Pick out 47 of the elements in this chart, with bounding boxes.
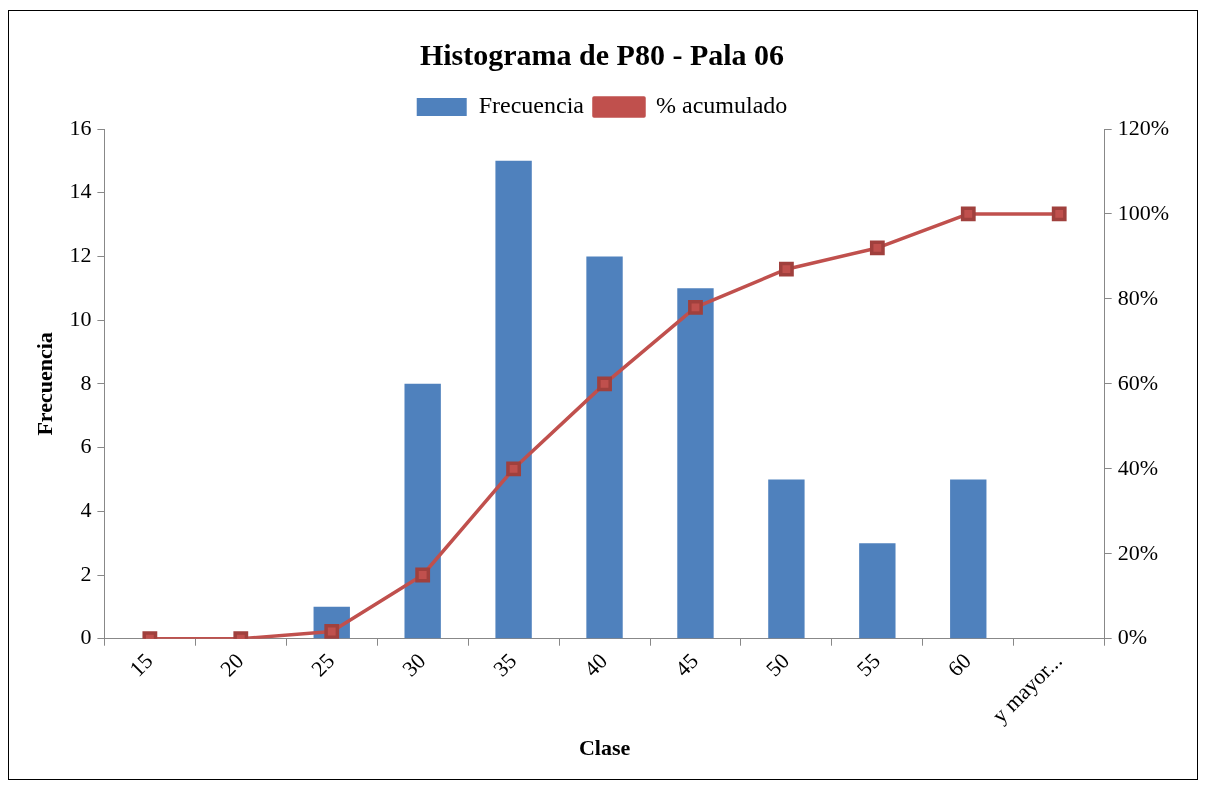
y-tick-label: 10	[69, 305, 92, 331]
point	[869, 240, 885, 256]
bar	[950, 479, 987, 639]
x-tick-label: 25	[306, 647, 340, 682]
point	[688, 299, 703, 315]
y2-tick-label: 0%	[1117, 624, 1147, 650]
y-tick-label: 8	[80, 369, 92, 395]
x-tick-label: 55	[851, 647, 885, 682]
x-axis-title: Clase	[578, 735, 631, 761]
y-tick-label: 12	[69, 242, 92, 268]
x-tick-label: 40	[578, 647, 613, 682]
bar	[677, 288, 714, 639]
y2-tick-label: 60%	[1117, 369, 1158, 395]
point	[1051, 206, 1067, 222]
bar	[495, 160, 532, 639]
x-tick-label: 45	[669, 647, 704, 682]
y-axis-title: Frecuencia	[31, 332, 57, 436]
chart-title: Histograma de P80 - Pala 06	[419, 37, 785, 71]
bar	[768, 479, 805, 639]
x-tick-label: 35	[487, 647, 522, 682]
y2-tick-label: 80%	[1117, 284, 1158, 310]
y2-tick-label: 120%	[1117, 114, 1169, 140]
x-tick-label: 50	[760, 647, 795, 682]
point	[597, 376, 612, 392]
y2-tick-label: 20%	[1117, 539, 1158, 565]
y-tick-label: 4	[80, 497, 92, 523]
bar	[859, 543, 896, 639]
point	[415, 567, 431, 583]
x-tick-label: 30	[397, 647, 431, 682]
point	[324, 624, 340, 639]
point	[779, 261, 794, 277]
y-tick-label: 0	[80, 624, 92, 650]
y-tick-label: 2	[80, 560, 92, 586]
y-tick-label: 14	[69, 178, 92, 204]
x-tick-label: 60	[942, 647, 976, 682]
x-tick-label: 20	[215, 647, 249, 682]
bar	[404, 383, 441, 639]
y-tick-label: 6	[80, 433, 92, 459]
bar	[586, 256, 623, 639]
x-tick-label: 15	[124, 647, 158, 682]
legend-label: Frecuencia	[478, 92, 585, 119]
y2-tick-label: 100%	[1117, 199, 1169, 225]
y2-tick-label: 40%	[1117, 454, 1158, 480]
y-tick-label: 16	[69, 114, 92, 140]
legend-label: % acumulado	[655, 92, 788, 119]
point	[506, 461, 522, 477]
point	[960, 206, 976, 222]
